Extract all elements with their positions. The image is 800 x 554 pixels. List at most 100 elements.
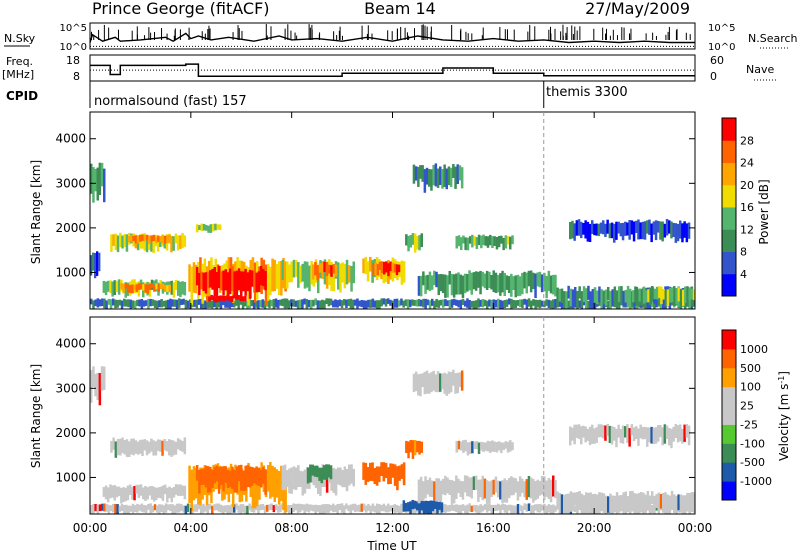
data-cell-6 (292, 466, 296, 490)
data-cell-4 (192, 466, 196, 501)
data-cell-3 (156, 505, 159, 513)
data-cell-4 (111, 281, 114, 297)
data-cell-3 (233, 504, 236, 513)
data-cell-6 (332, 300, 335, 308)
y-tick-label-3: 4000 (55, 337, 86, 351)
data-cell-13 (457, 478, 460, 494)
colorbar-tick-5: 24 (740, 157, 754, 170)
colorbar-swatch-0 (722, 481, 736, 501)
data-cell-13 (481, 475, 484, 501)
data-cell-13 (527, 476, 531, 498)
data-cell-19 (607, 287, 610, 300)
data-cell-3 (387, 503, 390, 513)
data-cell-6 (510, 298, 513, 309)
data-cell-6 (433, 300, 436, 309)
data-cell-21 (686, 289, 689, 307)
data-cell-6 (339, 467, 342, 486)
data-cell-18 (494, 272, 498, 293)
data-cell-3 (466, 504, 469, 514)
data-cell-15 (672, 426, 675, 442)
data-cell-3 (153, 504, 157, 511)
data-cell-5 (168, 284, 171, 293)
data-cell-14 (576, 492, 579, 514)
data-cell-7 (267, 264, 270, 301)
data-cell-15 (597, 424, 601, 438)
data-cell-8 (384, 462, 388, 479)
data-cell-3 (543, 503, 546, 514)
data-cell-15 (405, 234, 408, 246)
data-cell-3 (129, 505, 133, 512)
data-cell-20 (663, 223, 667, 238)
data-cell-9 (226, 295, 229, 301)
data-cell-6 (281, 465, 285, 490)
data-cell-3 (136, 503, 139, 513)
data-cell-14 (372, 263, 375, 277)
data-cell-3 (541, 504, 544, 511)
data-cell-3 (149, 503, 152, 514)
data-cell-4 (271, 465, 274, 497)
data-cell-6 (131, 300, 135, 308)
data-cell-11 (297, 262, 300, 288)
data-cell-2 (126, 485, 130, 501)
data-cell-6 (200, 298, 203, 309)
sky-left-label: N.Sky (4, 32, 36, 45)
data-cell-11 (308, 265, 311, 292)
data-cell-19 (558, 288, 562, 302)
data-cell-1 (179, 439, 182, 451)
colorbar-tick-2: 100 (740, 381, 761, 394)
data-cell-3 (263, 505, 267, 514)
data-cell-3 (213, 504, 216, 511)
data-cell-5 (244, 465, 247, 491)
data-cell-18 (466, 274, 469, 292)
data-cell-18 (428, 271, 432, 292)
data-cell-8 (242, 271, 245, 292)
data-cell-8 (402, 462, 406, 486)
data-cell-15 (659, 425, 662, 438)
data-cell-6 (398, 300, 401, 307)
data-cell-6 (197, 299, 201, 305)
data-cell-4 (115, 280, 119, 293)
data-cell-13 (435, 478, 438, 502)
data-cell-4 (188, 465, 191, 504)
data-cell-13 (437, 478, 440, 502)
data-cell-15 (626, 424, 629, 443)
data-cell-11 (288, 264, 291, 283)
data-cell-3 (312, 505, 315, 512)
data-cell-6 (371, 298, 375, 308)
data-cell-21 (668, 287, 672, 303)
data-cell-18 (430, 275, 434, 290)
data-cell-5 (246, 465, 250, 488)
data-cell-17 (471, 234, 474, 248)
colorbar-swatch-2 (722, 229, 736, 252)
data-cell-6 (483, 299, 487, 307)
data-cell-3 (497, 503, 500, 511)
data-cell-13 (488, 481, 491, 504)
data-cell-14 (391, 262, 394, 273)
data-cell-3 (228, 505, 232, 514)
data-cell-14 (611, 495, 614, 514)
data-cell-8 (237, 268, 241, 291)
data-cell-3 (318, 505, 322, 514)
data-cell-3 (538, 503, 542, 513)
sky-right-label: N.Search (748, 32, 798, 45)
data-cell-17 (462, 235, 465, 244)
data-cell-21 (671, 287, 674, 303)
data-cell-17 (504, 235, 508, 249)
x-tick-label-4: 16:00 (476, 521, 511, 535)
data-cell-20 (665, 219, 669, 236)
data-cell-6 (536, 300, 540, 308)
data-cell-3 (464, 505, 467, 514)
data-cell-5 (255, 466, 258, 485)
data-cell-13 (494, 476, 498, 493)
data-cell-14 (635, 493, 639, 507)
data-cell-5 (202, 468, 205, 485)
data-cell-5 (224, 466, 227, 483)
data-cell-3 (413, 504, 416, 514)
data-cell-3 (457, 504, 460, 514)
data-cell-3 (635, 505, 639, 514)
data-cell-3 (651, 505, 654, 514)
data-cell-6 (523, 298, 526, 305)
data-cell-2 (102, 487, 106, 497)
data-cell-13 (422, 481, 425, 501)
data-cell-1 (161, 440, 164, 456)
